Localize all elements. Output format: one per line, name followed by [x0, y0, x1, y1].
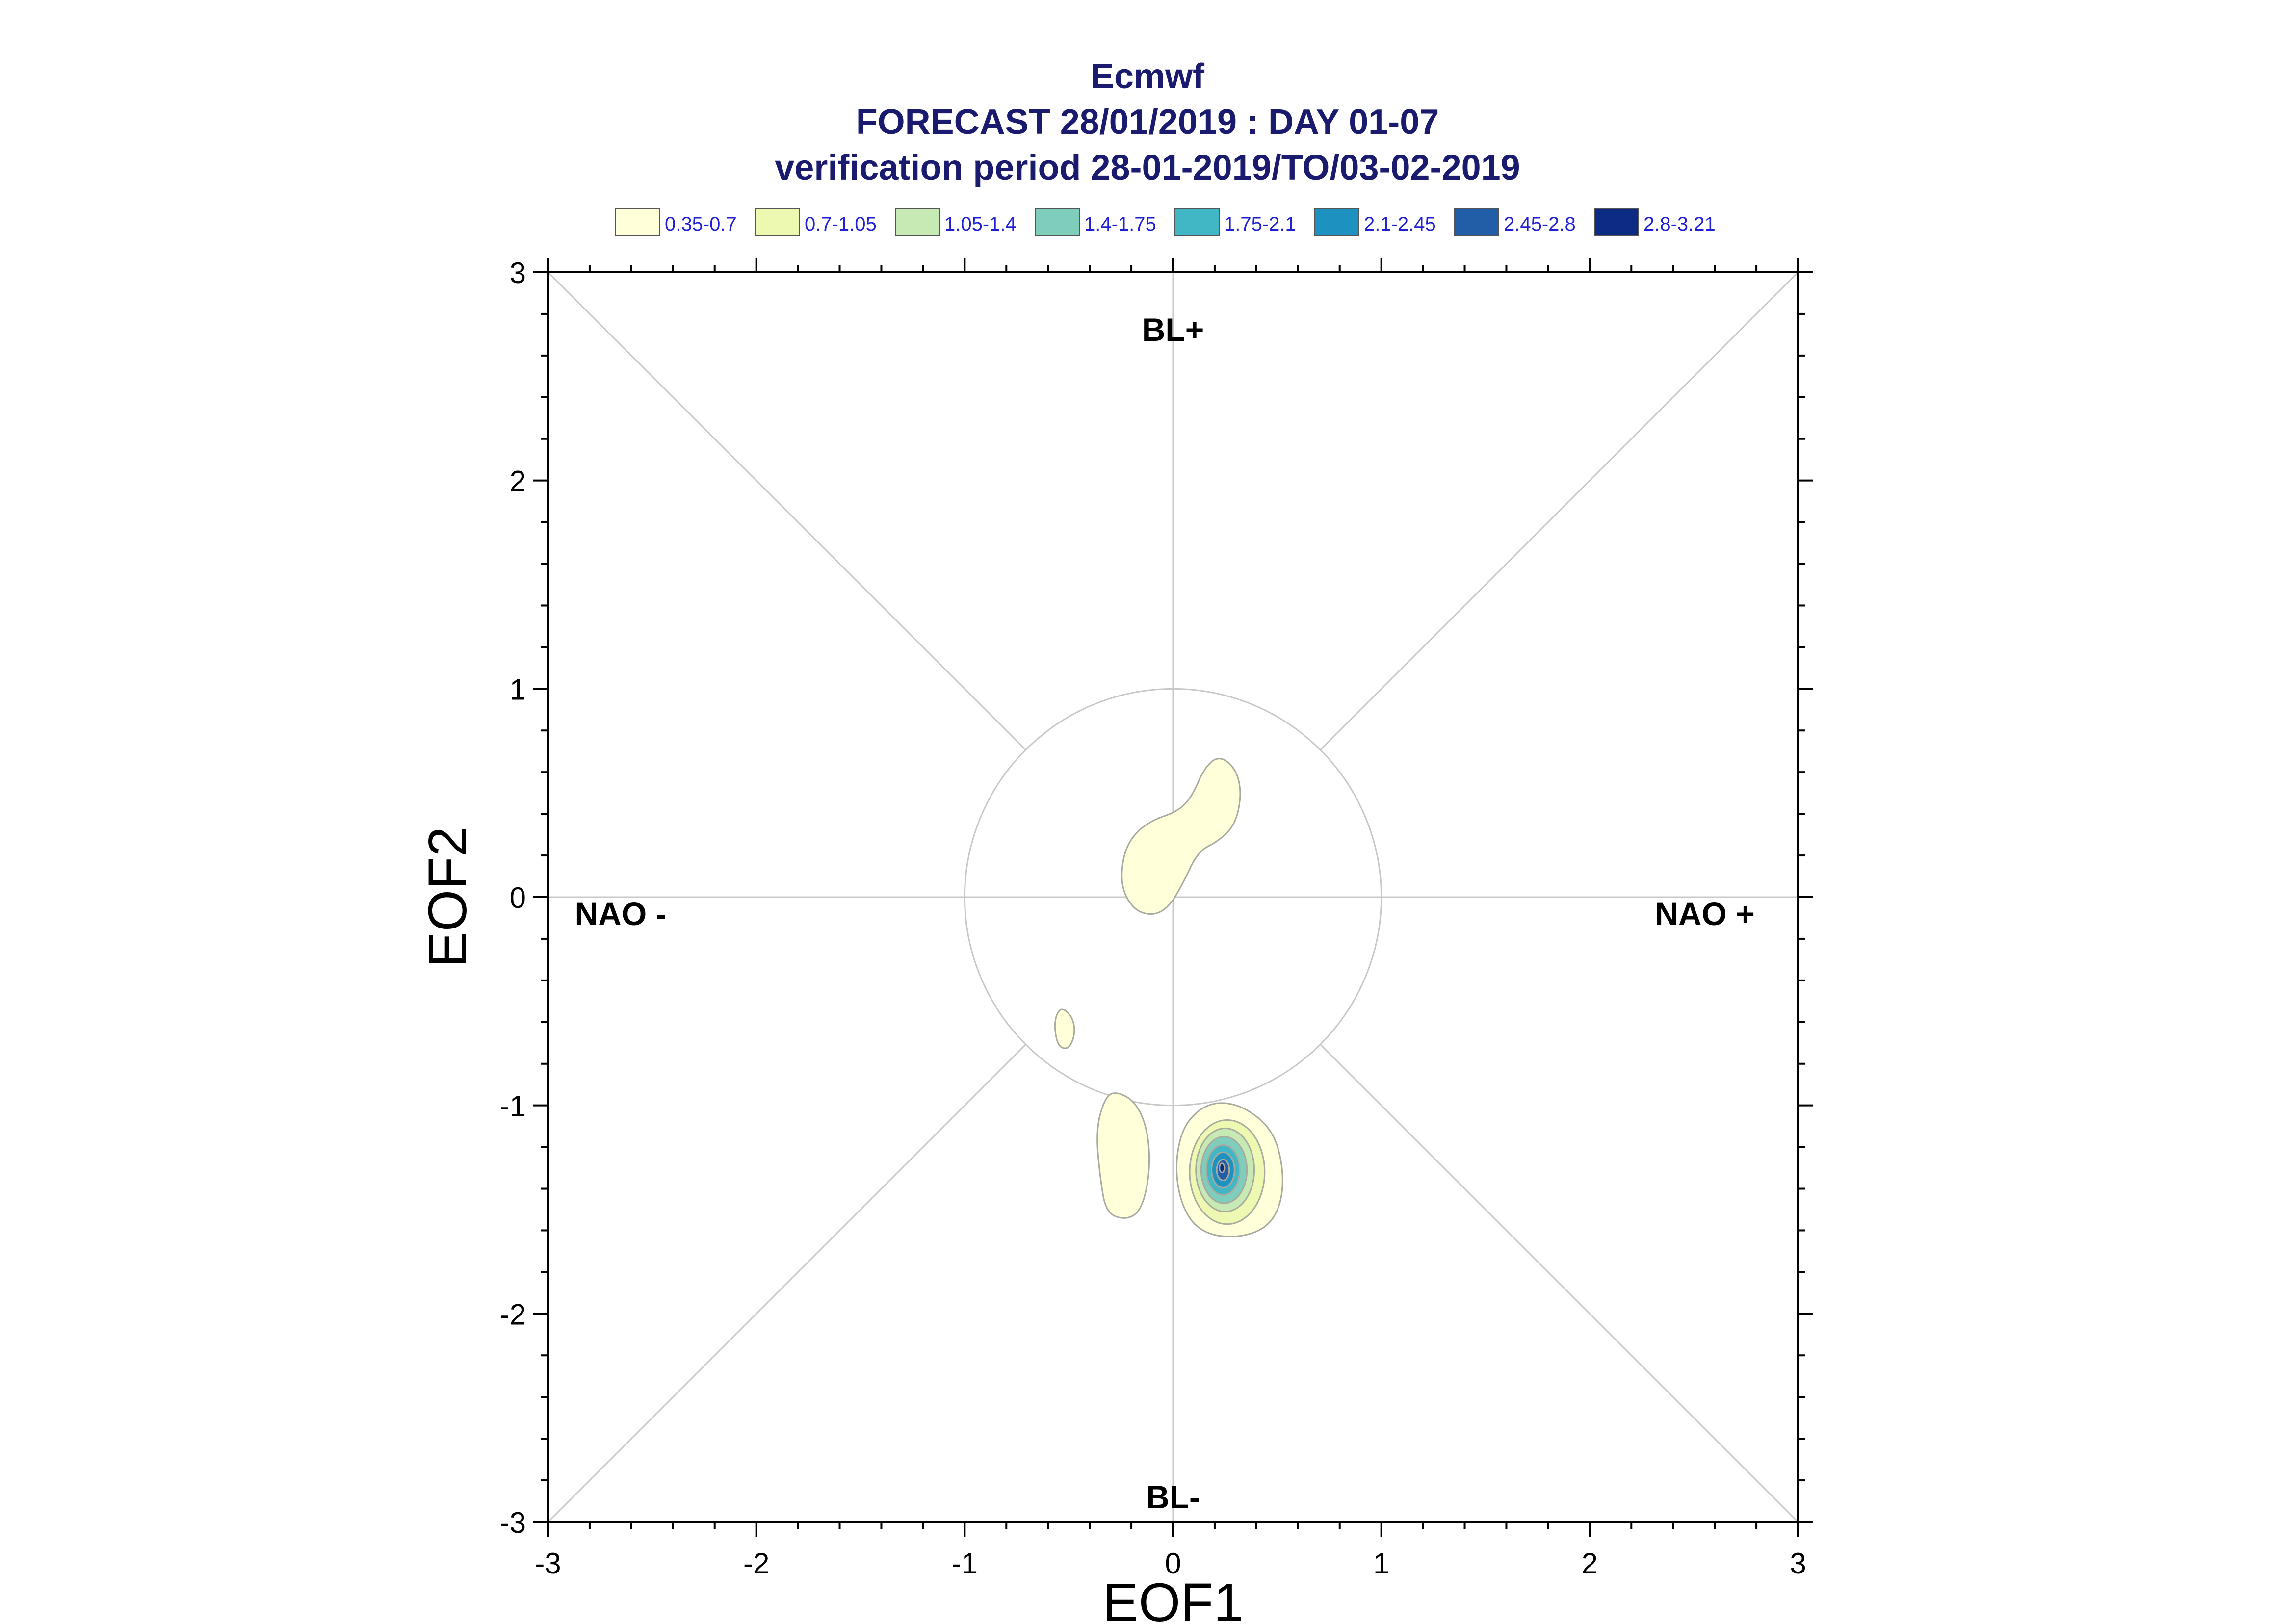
diagonal-guide-line	[1320, 271, 1799, 750]
legend-entry: 2.8-3.21	[1594, 208, 1716, 236]
x-tick-label: -3	[535, 1547, 561, 1580]
title-line-1: Ecmwf	[1091, 57, 1205, 96]
legend-entry: 0.35-0.7	[615, 208, 737, 236]
legend-label: 2.1-2.45	[1364, 213, 1436, 235]
legend-swatch	[1454, 208, 1499, 236]
legend-label: 1.05-1.4	[944, 213, 1017, 235]
legend-label: 2.45-2.8	[1504, 213, 1576, 235]
regime-label-nao-minus: NAO -	[575, 896, 667, 932]
title-line-2: FORECAST 28/01/2019 : DAY 01-07	[856, 103, 1439, 142]
legend-entry: 1.4-1.75	[1035, 208, 1156, 236]
legend-swatch	[615, 208, 660, 236]
legend-swatch	[1174, 208, 1220, 236]
legend-swatch	[1314, 208, 1359, 236]
x-tick-label: 2	[1582, 1547, 1598, 1580]
regime-label-bl-plus: BL+	[1142, 311, 1204, 348]
title-line-3: verification period 28-01-2019/TO/03-02-…	[775, 148, 1520, 187]
legend-entry: 2.1-2.45	[1314, 208, 1436, 236]
density-contour-region	[1121, 758, 1241, 915]
legend-entry: 0.7-1.05	[755, 208, 877, 236]
chart-title: Ecmwf FORECAST 28/01/2019 : DAY 01-07 ve…	[775, 57, 1520, 187]
legend-entry: 2.45-2.8	[1454, 208, 1576, 236]
legend-label: 0.35-0.7	[665, 213, 737, 235]
legend-swatch	[1594, 208, 1639, 236]
y-tick-label: 2	[510, 465, 526, 498]
diagonal-guide-line	[547, 271, 1026, 750]
legend-label: 1.75-2.1	[1224, 213, 1296, 235]
axis-ticks: -3 -2 -1 0 1 2 3 -3 -2 -1 0 1 2 3	[500, 257, 1813, 1580]
diagonal-guide-line	[1320, 1044, 1799, 1523]
legend-label: 2.8-3.21	[1643, 213, 1716, 235]
legend-swatch	[755, 208, 800, 236]
density-contour-region	[1219, 1162, 1226, 1173]
y-tick-label: 1	[510, 673, 526, 706]
y-tick-label: 3	[510, 257, 526, 289]
y-tick-label: -3	[500, 1506, 526, 1539]
diagonal-guide-line	[547, 1044, 1026, 1523]
y-axis-label: EOF2	[417, 826, 478, 967]
x-tick-label: 1	[1373, 1547, 1389, 1580]
legend-label: 1.4-1.75	[1084, 213, 1156, 235]
x-tick-label: 3	[1790, 1547, 1806, 1580]
x-tick-label: 0	[1165, 1547, 1181, 1580]
regime-label-bl-minus: BL-	[1146, 1479, 1200, 1515]
legend-entry: 1.75-2.1	[1174, 208, 1296, 236]
regime-label-nao-plus: NAO +	[1655, 896, 1755, 932]
density-contours	[1054, 758, 1283, 1237]
legend: 0.35-0.7 0.7-1.05 1.05-1.4 1.4-1.75 1.75…	[615, 208, 1716, 236]
legend-label: 0.7-1.05	[805, 213, 877, 235]
legend-swatch	[895, 208, 940, 236]
x-tick-label: -1	[952, 1547, 978, 1580]
legend-swatch	[1035, 208, 1080, 236]
y-tick-label: -2	[500, 1298, 526, 1331]
x-axis-label: EOF1	[1102, 1572, 1243, 1624]
density-contour-region	[1054, 1008, 1075, 1049]
density-contour-region	[1096, 1092, 1150, 1219]
y-tick-label: 0	[510, 881, 526, 914]
y-tick-label: -1	[500, 1090, 526, 1123]
legend-entry: 1.05-1.4	[895, 208, 1017, 236]
x-tick-label: -2	[743, 1547, 769, 1580]
unit-circle	[964, 688, 1382, 1107]
